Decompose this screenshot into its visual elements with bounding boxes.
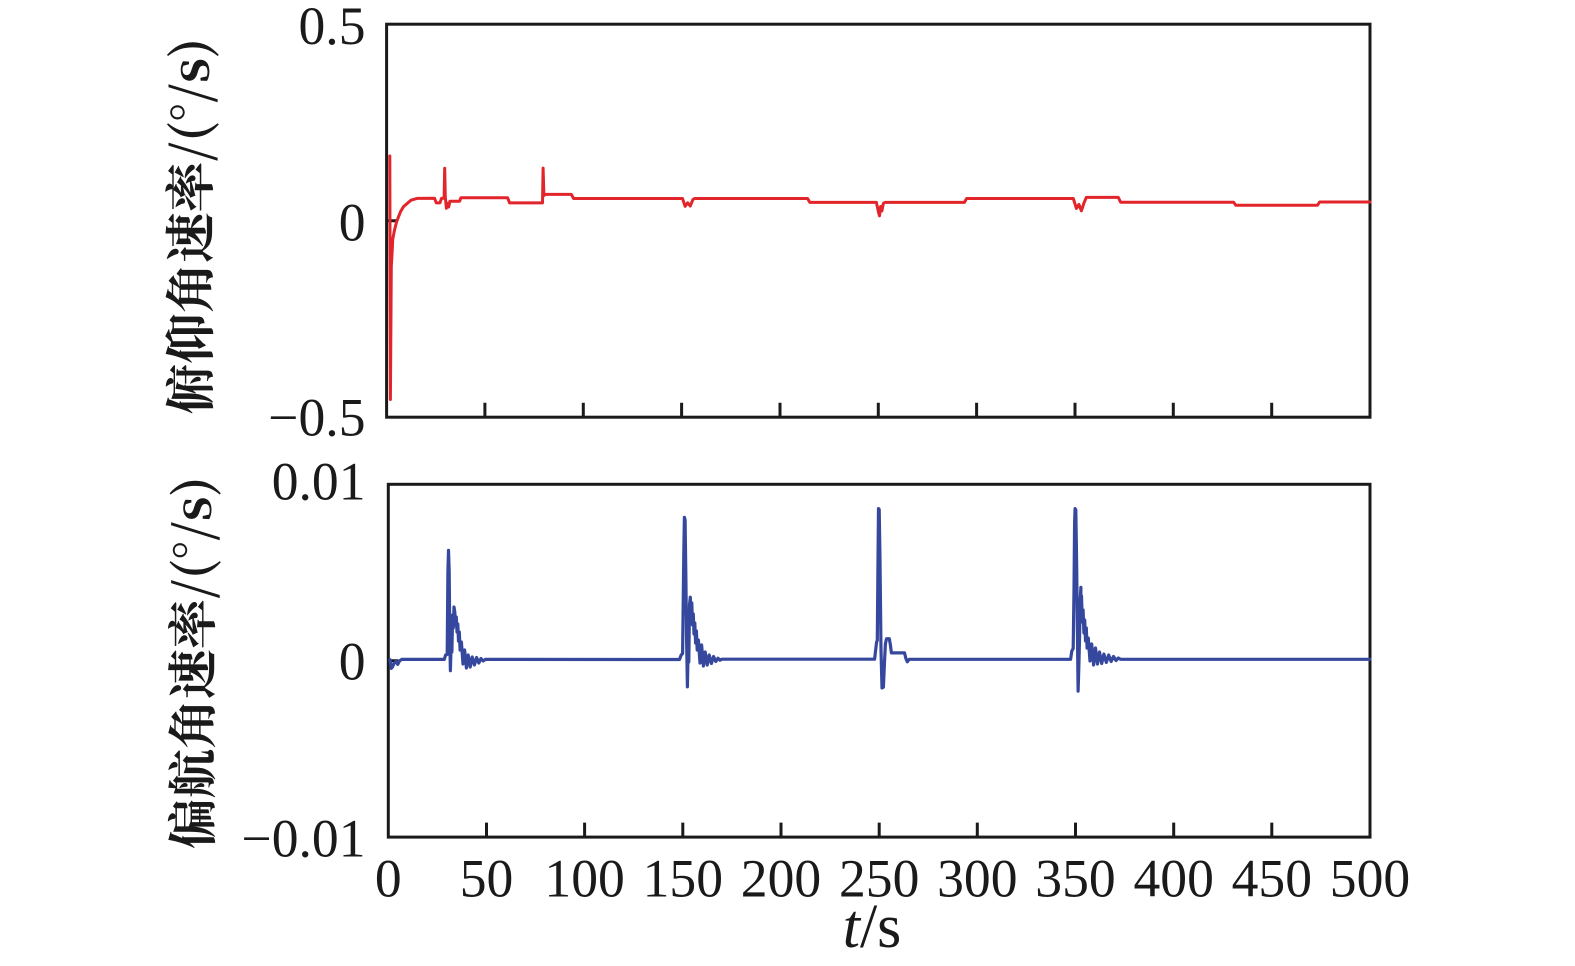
svg-text:150: 150 xyxy=(643,849,723,909)
svg-text:450: 450 xyxy=(1232,849,1312,909)
svg-text:0.5: 0.5 xyxy=(299,0,366,56)
svg-text:0: 0 xyxy=(339,632,366,692)
svg-text:0.01: 0.01 xyxy=(272,452,366,512)
svg-text:200: 200 xyxy=(741,849,821,909)
svg-text:100: 100 xyxy=(544,849,624,909)
svg-text:−0.01: −0.01 xyxy=(241,809,365,869)
svg-text:0: 0 xyxy=(375,849,402,909)
svg-text:300: 300 xyxy=(937,849,1017,909)
svg-text:350: 350 xyxy=(1035,849,1115,909)
svg-text:50: 50 xyxy=(460,849,514,909)
svg-text:250: 250 xyxy=(839,849,919,909)
svg-text:0: 0 xyxy=(339,192,366,252)
svg-text:t/s: t/s xyxy=(843,893,902,961)
svg-text:500: 500 xyxy=(1330,849,1410,909)
svg-text:−0.5: −0.5 xyxy=(268,388,365,448)
svg-text:400: 400 xyxy=(1134,849,1214,909)
